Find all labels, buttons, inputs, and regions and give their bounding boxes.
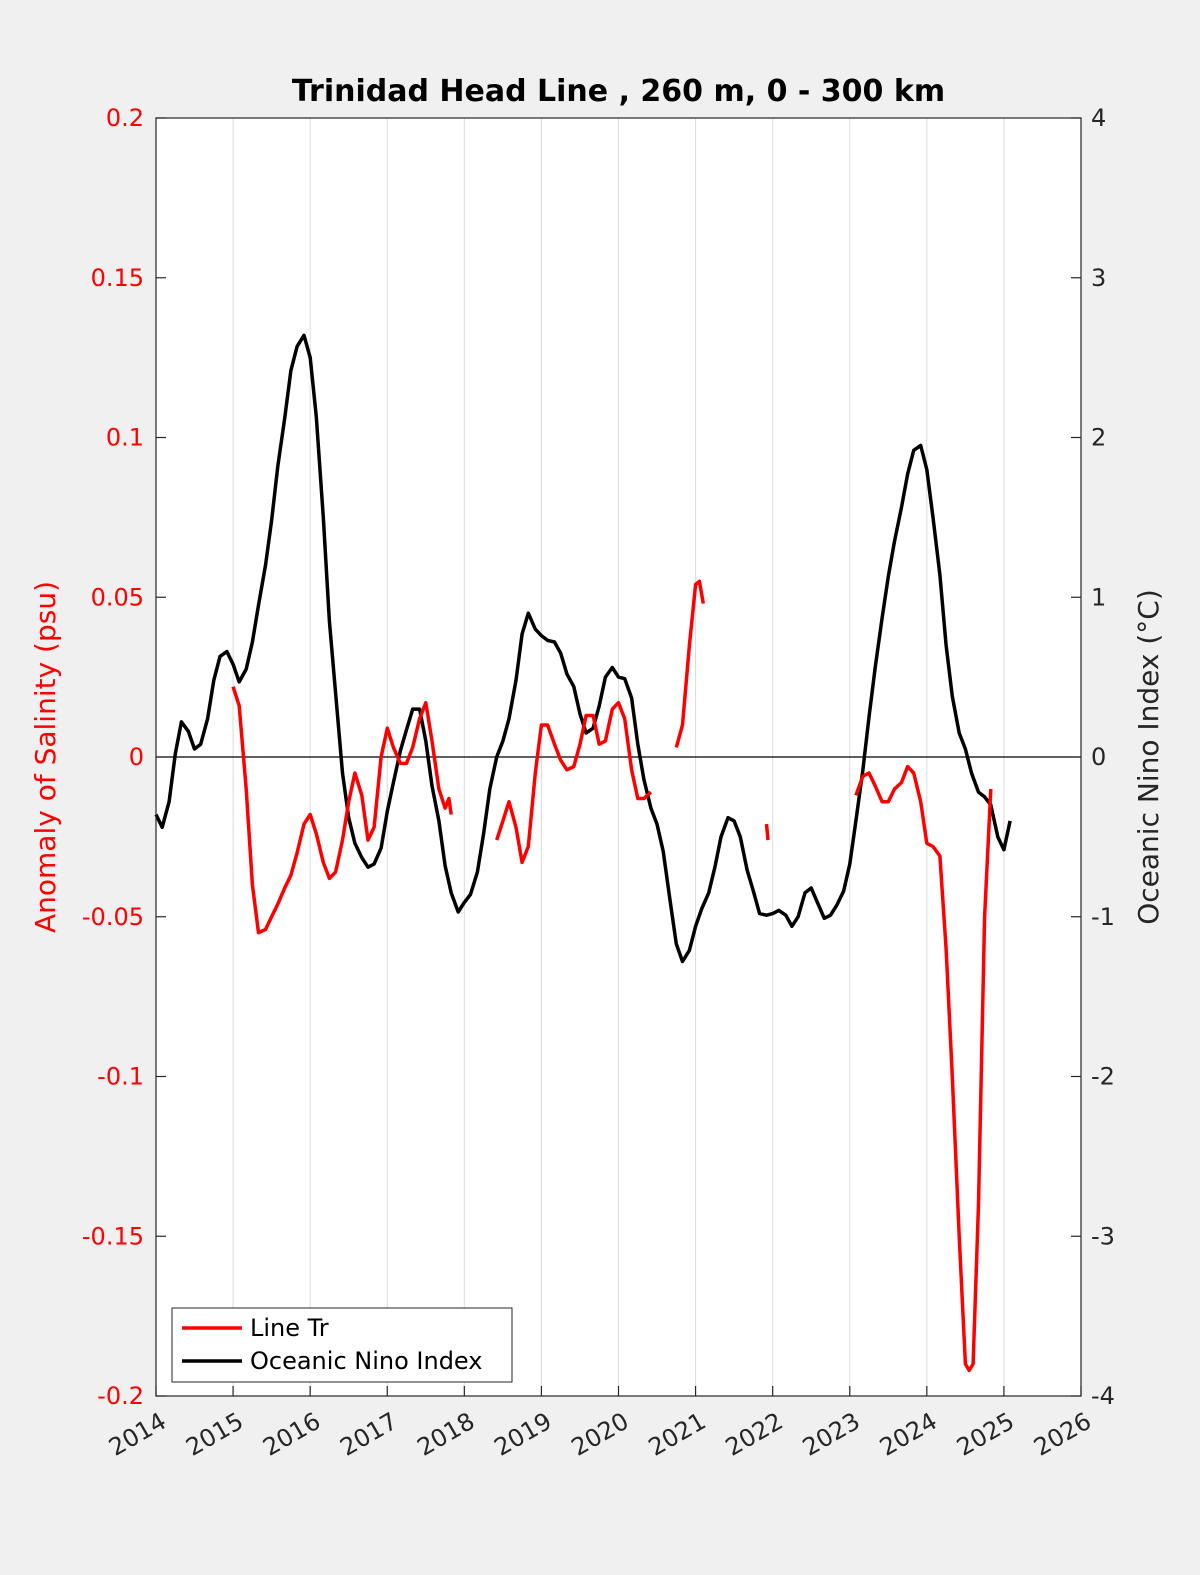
y-tick-label: -0.1: [97, 1063, 144, 1091]
salinity-line-segment: [231, 686, 453, 935]
y2-tick-label: -3: [1091, 1222, 1115, 1250]
legend-label-salinity: Line Tr: [250, 1314, 329, 1342]
right-axis: -4 -3 -2 -1 0 1 2 3 4: [1071, 104, 1115, 1410]
salinity-line-segment: [674, 579, 706, 748]
legend-label-oni: Oceanic Nino Index: [250, 1347, 482, 1375]
salinity-line-segment: [495, 700, 653, 865]
y-tick-label: -0.05: [82, 903, 144, 931]
y2-axis-label: Oceanic Nino Index (°C): [1132, 589, 1165, 925]
legend-box: [171, 1307, 513, 1383]
y2-tick-label: 4: [1091, 104, 1106, 132]
y2-tick-label: -4: [1091, 1382, 1115, 1410]
y-tick-label: 0.15: [91, 264, 144, 292]
y2-tick-label: 3: [1091, 264, 1106, 292]
legend: Line Tr Oceanic Nino Index: [171, 1307, 513, 1383]
y2-tick-label: -1: [1091, 903, 1115, 931]
chart-title: Trinidad Head Line , 260 m, 0 - 300 km: [292, 74, 945, 109]
y-tick-label: 0: [129, 743, 144, 771]
series-layer: [154, 333, 1012, 1373]
y-tick-label: 0.1: [106, 424, 144, 452]
y-tick-label: -0.2: [97, 1382, 144, 1410]
y2-tick-label: 1: [1091, 583, 1106, 611]
y-tick-label: -0.15: [82, 1222, 144, 1250]
y2-tick-label: 0: [1091, 743, 1106, 771]
y-axis-label: Anomaly of Salinity (psu): [29, 581, 62, 933]
y2-tick-label: -2: [1091, 1063, 1115, 1091]
y-tick-label: 0.05: [91, 583, 144, 611]
salinity-line-segment: [854, 764, 993, 1373]
left-axis: -0.2 -0.15 -0.1 -0.05 0 0.05 0.1 0.15 0.2: [82, 104, 166, 1410]
salinity-line-segment: [764, 823, 770, 841]
y-tick-label: 0.2: [106, 104, 144, 132]
y2-tick-label: 2: [1091, 424, 1106, 452]
